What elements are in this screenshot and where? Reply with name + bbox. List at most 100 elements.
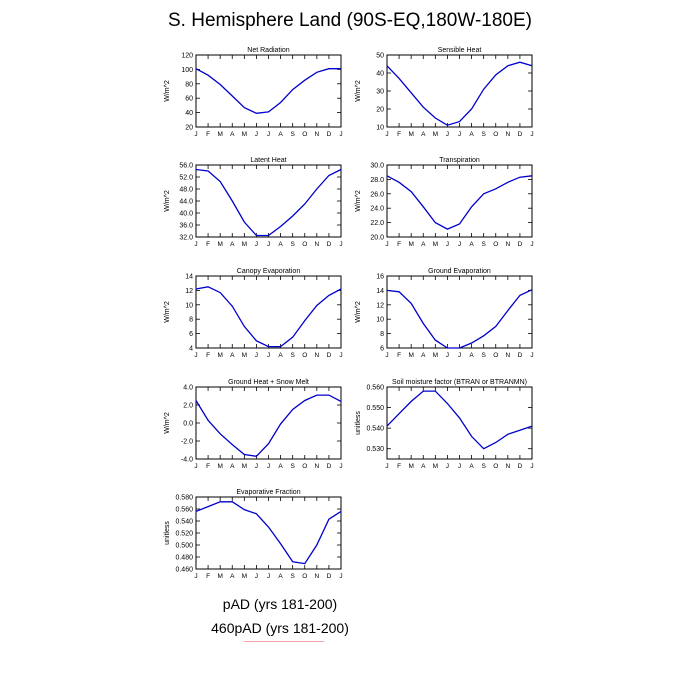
chart-panel-8: Soil moisture factor (BTRAN or BTRANMN) u… xyxy=(355,379,534,470)
y-tick-label: -4.0 xyxy=(181,457,193,464)
x-tick-label: M xyxy=(242,241,247,248)
y-axis-label: W/m^2 xyxy=(355,80,362,102)
x-tick-label: J xyxy=(255,573,258,580)
y-tick-label: 0.560 xyxy=(175,507,193,514)
x-tick-label: M xyxy=(408,241,413,248)
x-tick-label: O xyxy=(302,241,307,248)
series-line-1 xyxy=(386,390,533,450)
x-tick-label: M xyxy=(217,131,222,138)
chart-title: Sensible Heat xyxy=(438,47,482,54)
x-tick-label: S xyxy=(481,352,486,359)
y-tick-label: 0.460 xyxy=(175,567,193,574)
x-tick-label: J xyxy=(194,352,197,359)
x-tick-label: F xyxy=(397,241,401,248)
x-tick-label: M xyxy=(217,573,222,580)
x-tick-label: A xyxy=(278,463,283,470)
chart-title: Canopy Evaporation xyxy=(237,268,301,275)
y-tick-label: 4.0 xyxy=(183,385,193,392)
y-axis-label: W/m^2 xyxy=(164,190,171,212)
x-tick-label: F xyxy=(397,352,401,359)
x-tick-label: J xyxy=(385,131,388,138)
y-tick-label: 80 xyxy=(185,81,193,88)
x-tick-label: J xyxy=(339,573,342,580)
x-tick-label: D xyxy=(518,241,523,248)
x-tick-label: D xyxy=(327,241,332,248)
x-tick-label: O xyxy=(493,463,498,470)
x-tick-label: N xyxy=(505,463,510,470)
x-tick-label: A xyxy=(230,352,235,359)
plot-frame xyxy=(386,275,533,349)
x-tick-label: A xyxy=(421,241,426,248)
plot-frame xyxy=(386,386,533,460)
x-tick-label: O xyxy=(302,352,307,359)
y-tick-label: 0.480 xyxy=(175,555,193,562)
x-tick-label: M xyxy=(242,352,247,359)
x-tick-label: J xyxy=(339,241,342,248)
x-tick-label: A xyxy=(469,131,474,138)
y-tick-label: 14 xyxy=(185,274,193,281)
x-tick-label: A xyxy=(278,352,283,359)
x-tick-label: F xyxy=(206,573,210,580)
chart-title: Net Radiation xyxy=(247,47,290,54)
x-tick-label: A xyxy=(278,573,283,580)
x-tick-label: A xyxy=(421,352,426,359)
y-tick-label: 26.0 xyxy=(370,191,384,198)
x-tick-label: A xyxy=(278,131,283,138)
x-tick-label: N xyxy=(314,573,319,580)
plot-frame xyxy=(195,164,342,238)
y-tick-label: 0.550 xyxy=(366,405,384,412)
x-tick-label: J xyxy=(530,463,533,470)
x-tick-label: A xyxy=(469,241,474,248)
y-tick-label: 6 xyxy=(380,346,384,353)
y-tick-label: 12 xyxy=(185,288,193,295)
x-tick-label: A xyxy=(230,463,235,470)
x-tick-label: N xyxy=(505,241,510,248)
x-tick-label: O xyxy=(302,463,307,470)
x-tick-label: M xyxy=(433,463,438,470)
x-tick-label: J xyxy=(458,352,461,359)
y-tick-label: 0.0 xyxy=(183,421,193,428)
x-tick-label: M xyxy=(242,573,247,580)
x-tick-label: J xyxy=(458,241,461,248)
x-tick-label: J xyxy=(267,131,270,138)
x-tick-label: J xyxy=(267,352,270,359)
y-tick-label: 0.580 xyxy=(175,495,193,502)
x-tick-label: J xyxy=(385,352,388,359)
y-axis-label: unitless xyxy=(164,521,171,545)
x-tick-label: A xyxy=(421,463,426,470)
x-tick-label: J xyxy=(446,241,449,248)
x-tick-label: O xyxy=(302,573,307,580)
x-tick-label: A xyxy=(230,131,235,138)
x-tick-label: A xyxy=(421,131,426,138)
y-tick-label: 0.560 xyxy=(366,385,384,392)
y-tick-label: 6 xyxy=(189,331,193,338)
series-line-1 xyxy=(386,61,533,126)
series-line-1 xyxy=(195,286,342,348)
chart-title: Ground Evaporation xyxy=(428,268,491,275)
x-tick-label: S xyxy=(290,241,295,248)
x-tick-label: J xyxy=(255,241,258,248)
series-line-1 xyxy=(195,168,342,237)
x-tick-label: A xyxy=(278,241,283,248)
chart-panel-7: Ground Heat + Snow Melt W/m^2 -4.0 -2.0 0.0 2… xyxy=(164,379,343,470)
x-tick-label: J xyxy=(194,573,197,580)
x-tick-label: M xyxy=(408,131,413,138)
x-tick-label: S xyxy=(481,463,486,470)
chart-title: Ground Heat + Snow Melt xyxy=(228,379,309,386)
x-tick-label: J xyxy=(458,131,461,138)
y-tick-label: 56.0 xyxy=(179,163,193,170)
chart-title: Soil moisture factor (BTRAN or BTRANMN) xyxy=(392,379,527,386)
chart-panel-4: Transpiration W/m^2 20.0 22.0 24.0 26.0 28.0 30… xyxy=(355,157,534,248)
y-tick-label: 22.0 xyxy=(370,220,384,227)
y-axis-label: W/m^2 xyxy=(355,301,362,323)
x-tick-label: J xyxy=(385,463,388,470)
y-tick-label: 30 xyxy=(376,89,384,96)
x-tick-label: J xyxy=(446,463,449,470)
y-axis-label: W/m^2 xyxy=(164,80,171,102)
chart-title: Evaporative Fraction xyxy=(236,489,300,496)
y-tick-label: 44.0 xyxy=(179,199,193,206)
x-tick-label: J xyxy=(255,463,258,470)
x-tick-label: M xyxy=(217,352,222,359)
